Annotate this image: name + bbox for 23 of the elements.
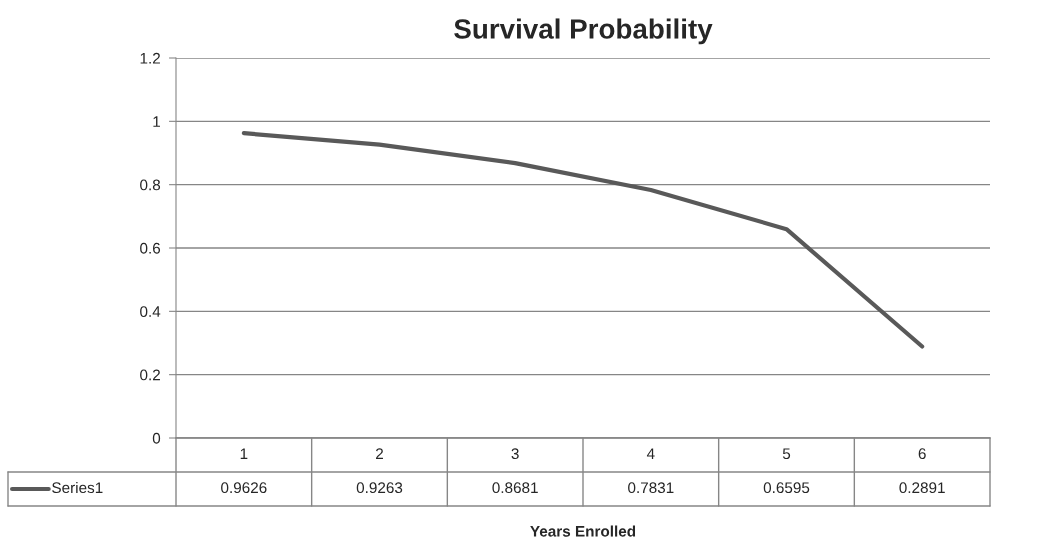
x-tick-label: 1	[240, 448, 248, 459]
data-label: 0.9263	[356, 482, 403, 494]
y-tick-label: 0.4	[140, 306, 161, 318]
y-tick-label: 0.6	[140, 242, 161, 254]
data-label: 0.9626	[221, 482, 267, 494]
data-label: 0.8681	[492, 482, 538, 494]
legend-label: Series1	[52, 481, 103, 494]
x-tick-label: 6	[918, 448, 926, 460]
x-axis-title: Years Enrolled	[530, 525, 636, 537]
x-tick-label: 4	[646, 448, 655, 459]
y-tick-label: 1	[153, 116, 160, 127]
chart-title: Survival Probability	[454, 18, 713, 45]
y-tick-label: 0.8	[140, 179, 161, 191]
data-label: 0.7831	[628, 482, 674, 494]
y-tick-label: 0	[152, 432, 161, 444]
data-label: 0.2891	[899, 482, 945, 494]
x-tick-label: 5	[782, 448, 791, 460]
line-series	[241, 131, 925, 349]
y-tick-label: 1.2	[140, 52, 160, 64]
x-tick-label: 2	[376, 448, 383, 459]
data-label: 0.6595	[763, 482, 810, 494]
x-tick-label: 3	[511, 448, 519, 460]
y-tick-label: 0.2	[140, 369, 160, 381]
